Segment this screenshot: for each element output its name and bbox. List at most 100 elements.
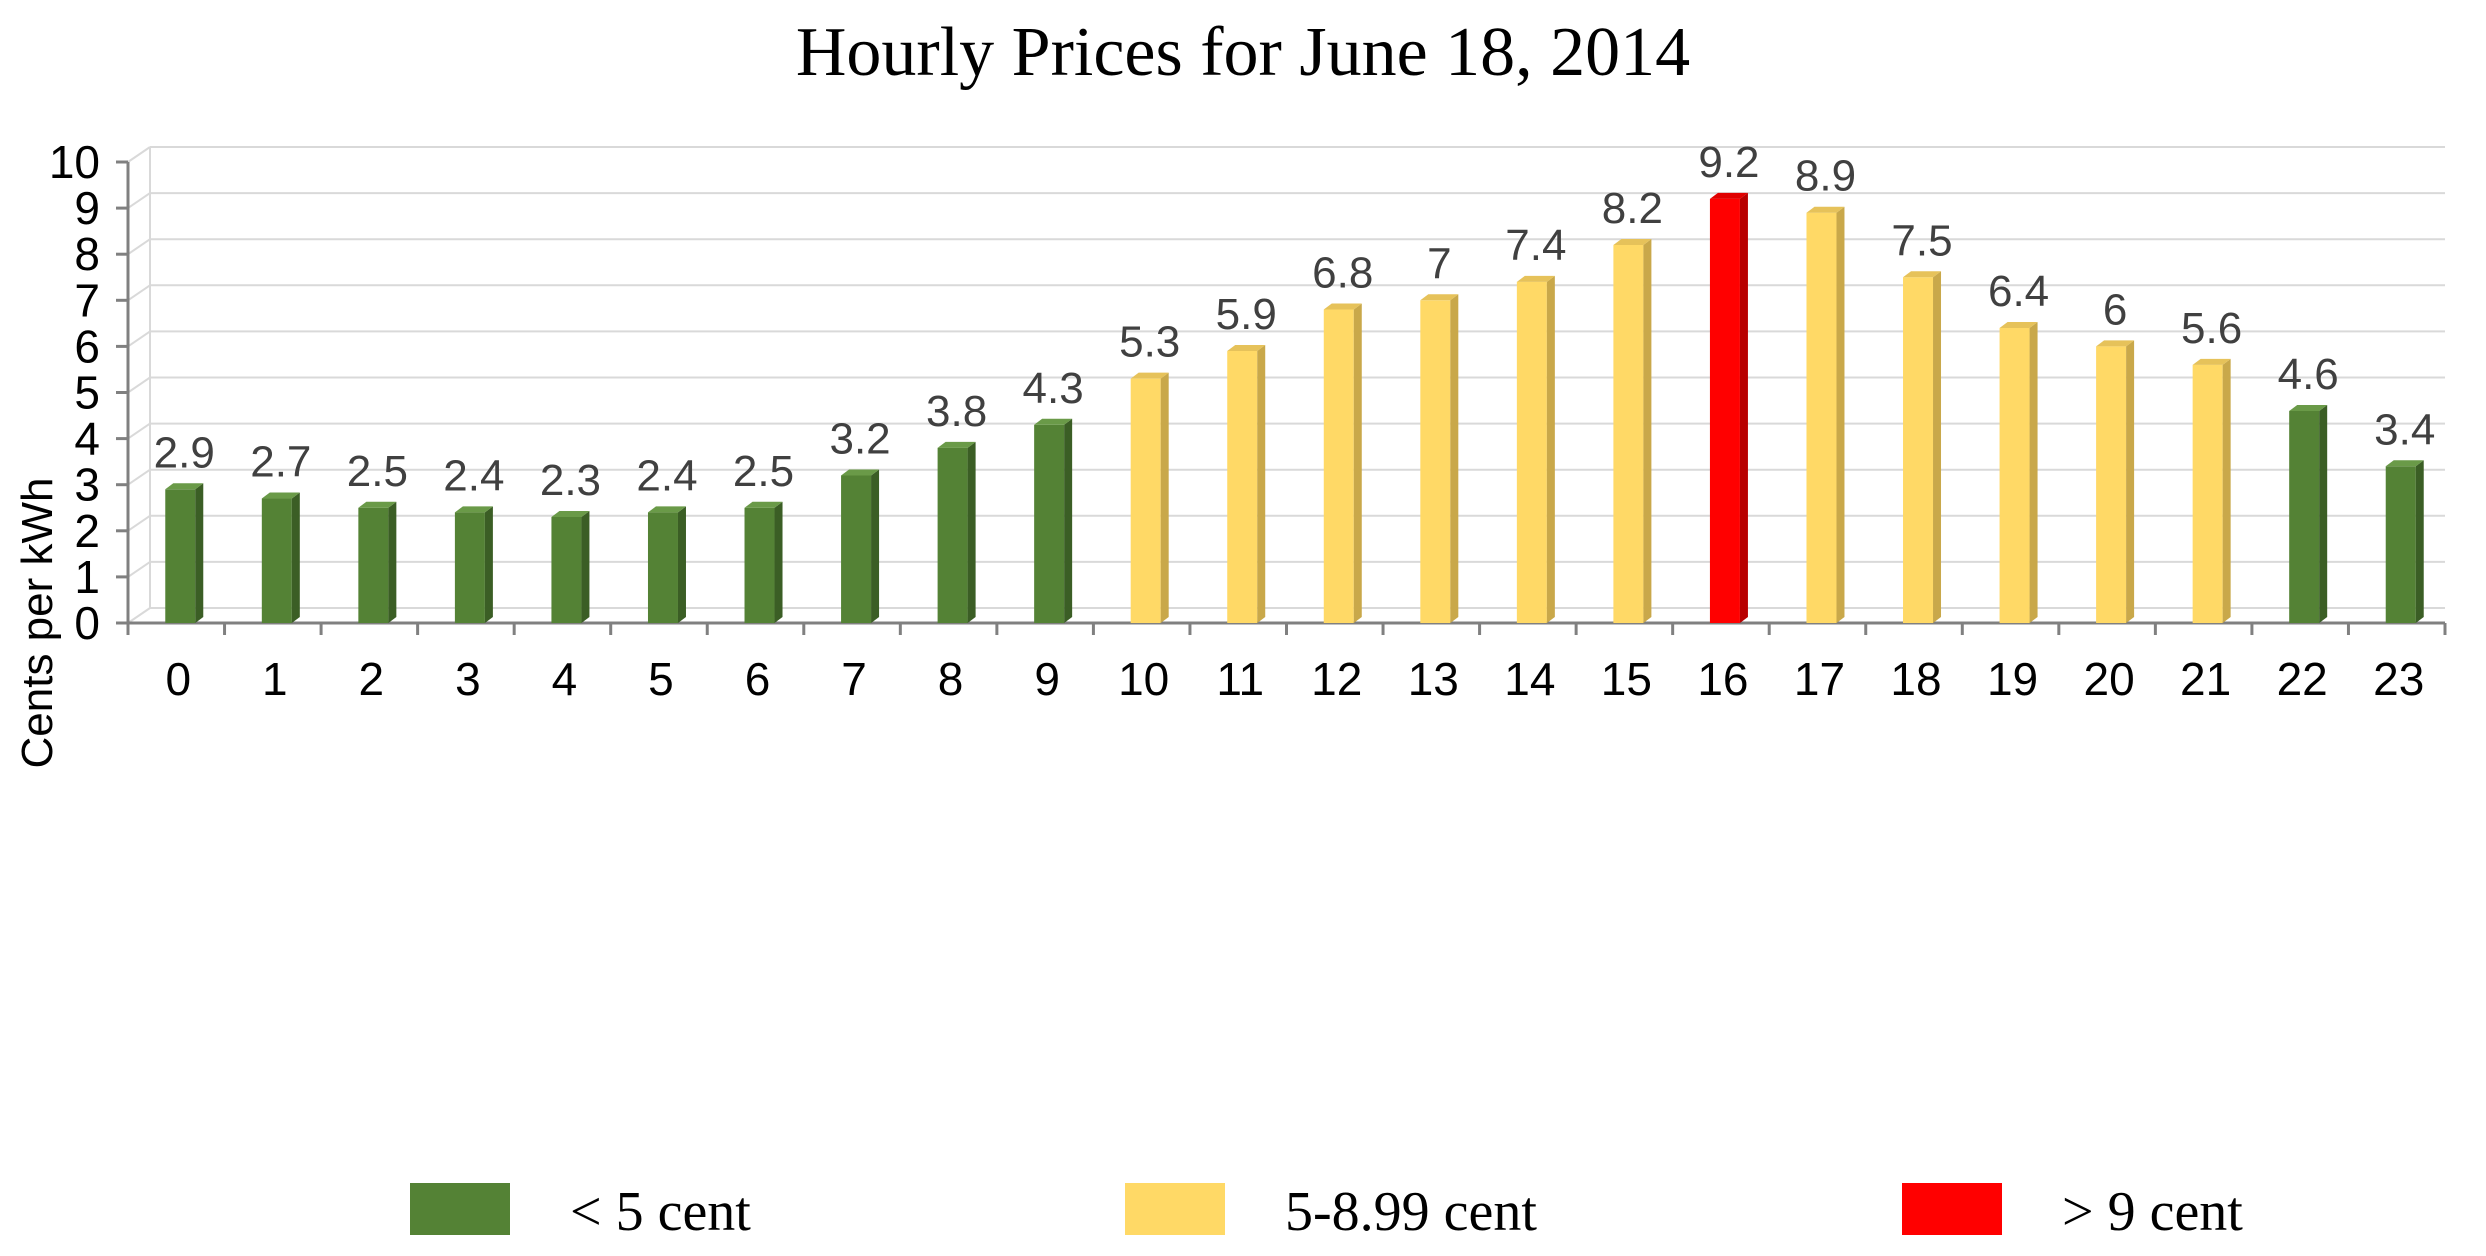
data-label: 8.2 bbox=[1602, 184, 1663, 233]
data-label: 6.8 bbox=[1312, 249, 1373, 298]
bar-top bbox=[358, 501, 397, 508]
bar-top bbox=[1034, 418, 1073, 425]
bar-side bbox=[195, 483, 204, 623]
bar-top bbox=[1227, 345, 1266, 352]
bar-side bbox=[291, 492, 300, 623]
bar bbox=[1613, 238, 1652, 624]
gridline-depth bbox=[127, 238, 151, 256]
x-tick-label: 21 bbox=[2180, 653, 2231, 705]
y-tick-label: 8 bbox=[74, 228, 100, 280]
legend-item: 5-8.99 cent bbox=[1125, 1181, 1537, 1243]
bar-front bbox=[1903, 277, 1934, 623]
bar-side bbox=[484, 506, 493, 623]
y-tick-label: 10 bbox=[49, 136, 100, 188]
data-label: 3.8 bbox=[926, 387, 987, 436]
bar-front bbox=[1420, 300, 1451, 623]
x-tick-label: 22 bbox=[2277, 653, 2328, 705]
data-label: 2.3 bbox=[540, 456, 601, 505]
bar bbox=[2289, 404, 2328, 623]
bar bbox=[841, 469, 880, 623]
y-tick-label: 1 bbox=[74, 551, 100, 603]
bar-side bbox=[2126, 340, 2135, 623]
bar-front bbox=[358, 507, 389, 623]
bar bbox=[358, 501, 397, 623]
y-tick-label: 2 bbox=[74, 505, 100, 557]
gridline-depth bbox=[127, 146, 151, 163]
x-tick-label: 15 bbox=[1601, 653, 1652, 705]
gridline-depth bbox=[127, 607, 151, 624]
bar-front bbox=[1613, 244, 1644, 624]
bar-top bbox=[1903, 271, 1942, 278]
x-tick-label: 6 bbox=[745, 653, 771, 705]
bar bbox=[1709, 192, 1748, 623]
bar-side bbox=[871, 469, 880, 623]
legend: < 5 cent 5-8.99 cent > 9 cent bbox=[410, 1181, 2243, 1243]
bar bbox=[1903, 271, 1942, 623]
y-axis-label: Cents per kWh bbox=[13, 478, 62, 769]
bar bbox=[454, 506, 493, 623]
bar-front bbox=[454, 512, 485, 623]
x-tick-label: 13 bbox=[1408, 653, 1459, 705]
data-label: 2.9 bbox=[154, 428, 215, 477]
bar-top bbox=[551, 510, 590, 517]
bar-front bbox=[2096, 346, 2127, 623]
x-tick-label: 12 bbox=[1311, 653, 1362, 705]
bar bbox=[1034, 418, 1073, 623]
y-tick-label: 0 bbox=[74, 597, 100, 649]
bar-top bbox=[841, 469, 880, 476]
bar-side bbox=[1353, 303, 1362, 623]
bar bbox=[1516, 275, 1555, 623]
bar bbox=[2192, 358, 2231, 623]
bar-front bbox=[841, 475, 872, 623]
bar-front bbox=[1130, 378, 1161, 623]
x-tick-label: 5 bbox=[648, 653, 674, 705]
data-label: 2.5 bbox=[733, 447, 794, 496]
x-tick-label: 19 bbox=[1987, 653, 2038, 705]
bar bbox=[2096, 340, 2135, 623]
bar-top bbox=[2385, 460, 2424, 467]
x-tick-label: 8 bbox=[938, 653, 964, 705]
data-label: 9.2 bbox=[1698, 138, 1759, 187]
bar-front bbox=[647, 512, 678, 623]
gridline-depth bbox=[127, 561, 151, 578]
bar-front bbox=[1999, 327, 2030, 623]
bar bbox=[937, 441, 976, 623]
data-label: 2.4 bbox=[443, 451, 504, 500]
data-label: 5.6 bbox=[2181, 304, 2242, 353]
bar-front bbox=[744, 507, 775, 623]
legend-label: 5-8.99 cent bbox=[1285, 1181, 1537, 1243]
bar-top bbox=[1516, 275, 1555, 282]
x-tick-label: 11 bbox=[1216, 653, 1264, 705]
bar-top bbox=[1613, 238, 1652, 245]
data-label: 7.4 bbox=[1505, 221, 1566, 270]
bar-front bbox=[165, 489, 196, 623]
bar-top bbox=[1323, 303, 1362, 310]
bar-side bbox=[2319, 404, 2328, 623]
bar bbox=[1323, 303, 1362, 623]
legend-swatch bbox=[1125, 1183, 1225, 1235]
gridline-depth bbox=[127, 192, 151, 209]
legend-item: > 9 cent bbox=[1902, 1181, 2243, 1243]
x-tick-label: 1 bbox=[262, 653, 288, 705]
bar bbox=[1130, 372, 1169, 623]
legend-swatch bbox=[1902, 1183, 2002, 1235]
x-tick-label: 9 bbox=[1034, 653, 1060, 705]
legend-item: < 5 cent bbox=[410, 1181, 751, 1243]
data-label: 8.9 bbox=[1795, 152, 1856, 201]
bar-side bbox=[1933, 271, 1942, 623]
gridline-depth bbox=[127, 284, 151, 302]
x-tick-label: 4 bbox=[552, 653, 578, 705]
bar bbox=[551, 510, 590, 623]
x-tick-label: 7 bbox=[841, 653, 867, 705]
y-tick-label: 5 bbox=[74, 367, 100, 419]
bar-top bbox=[261, 492, 300, 499]
bar-front bbox=[1516, 281, 1547, 623]
data-label: 2.4 bbox=[636, 451, 697, 500]
data-label: 6 bbox=[2103, 285, 2127, 334]
y-tick-label: 7 bbox=[74, 274, 100, 326]
bar-front bbox=[937, 447, 968, 623]
bar-side bbox=[967, 441, 976, 623]
chart-title: Hourly Prices for June 18, 2014 bbox=[796, 14, 1690, 91]
bar-front bbox=[551, 516, 582, 623]
